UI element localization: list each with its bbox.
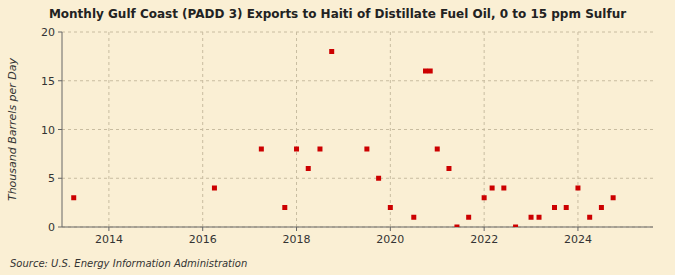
point <box>490 186 495 191</box>
point <box>575 186 580 191</box>
x-tick <box>577 227 578 231</box>
x-grid-line <box>390 32 391 227</box>
x-tick-label: 2020 <box>376 233 404 246</box>
point <box>454 225 459 228</box>
point <box>599 205 604 210</box>
x-grid-line <box>108 32 109 227</box>
point <box>513 225 518 228</box>
x-grid-line <box>202 32 203 227</box>
point <box>552 205 557 210</box>
axes: 2014 2016 2018 2020 2022 2024 0 5 10 15 20 <box>41 26 653 246</box>
x-tick-label: 2014 <box>95 233 123 246</box>
point <box>364 147 369 152</box>
x-grid-line <box>296 32 297 227</box>
y-tick-label: 0 <box>48 221 55 234</box>
x-axis-line <box>62 227 653 228</box>
point <box>71 195 76 200</box>
y-tick <box>58 32 62 33</box>
y-tick-label: 5 <box>48 172 55 185</box>
y-grid-line <box>62 227 653 228</box>
point <box>564 205 569 210</box>
x-tick-label: 2016 <box>189 233 217 246</box>
x-tick <box>296 227 297 231</box>
point <box>611 195 616 200</box>
y-axis-label: Thousand Barrels per Day <box>6 57 19 201</box>
y-tick <box>58 80 62 81</box>
grid <box>62 32 653 227</box>
point <box>446 166 451 171</box>
x-tick-label: 2022 <box>470 233 498 246</box>
y-tick-label: 15 <box>41 75 55 88</box>
y-grid-line <box>62 178 653 179</box>
point <box>388 205 393 210</box>
x-grid-line <box>577 32 578 227</box>
x-tick <box>484 227 485 231</box>
point <box>411 215 416 220</box>
y-grid-line <box>62 32 653 33</box>
point <box>466 215 471 220</box>
point <box>212 186 217 191</box>
point <box>501 186 506 191</box>
chart-container: 2014 2016 2018 2020 2022 2024 0 5 10 15 20 Monthly … <box>0 0 675 275</box>
point <box>282 205 287 210</box>
point <box>482 195 487 200</box>
point <box>317 147 322 152</box>
x-tick-label: 2024 <box>564 233 592 246</box>
x-tick-label: 2018 <box>283 233 311 246</box>
point <box>294 147 299 152</box>
point <box>587 215 592 220</box>
y-tick <box>58 178 62 179</box>
y-tick-label: 10 <box>41 124 55 137</box>
point <box>376 176 381 181</box>
x-tick <box>202 227 203 231</box>
y-tick <box>58 129 62 130</box>
point <box>306 166 311 171</box>
point <box>423 69 428 74</box>
y-grid-line <box>62 80 653 81</box>
points <box>71 49 615 227</box>
point <box>435 147 440 152</box>
chart: 2014 2016 2018 2020 2022 2024 0 5 10 15 20 Monthly … <box>0 0 675 275</box>
point <box>329 49 334 54</box>
x-tick <box>108 227 109 231</box>
y-tick <box>58 227 62 228</box>
source: Source: U.S. Energy Information Administ… <box>10 258 247 269</box>
point <box>428 69 433 74</box>
point <box>259 147 264 152</box>
title: Monthly Gulf Coast (PADD 3) Exports to H… <box>49 7 626 21</box>
y-tick-label: 20 <box>41 26 55 39</box>
point <box>537 215 542 220</box>
y-grid-line <box>62 129 653 130</box>
point <box>529 215 534 220</box>
x-tick <box>390 227 391 231</box>
